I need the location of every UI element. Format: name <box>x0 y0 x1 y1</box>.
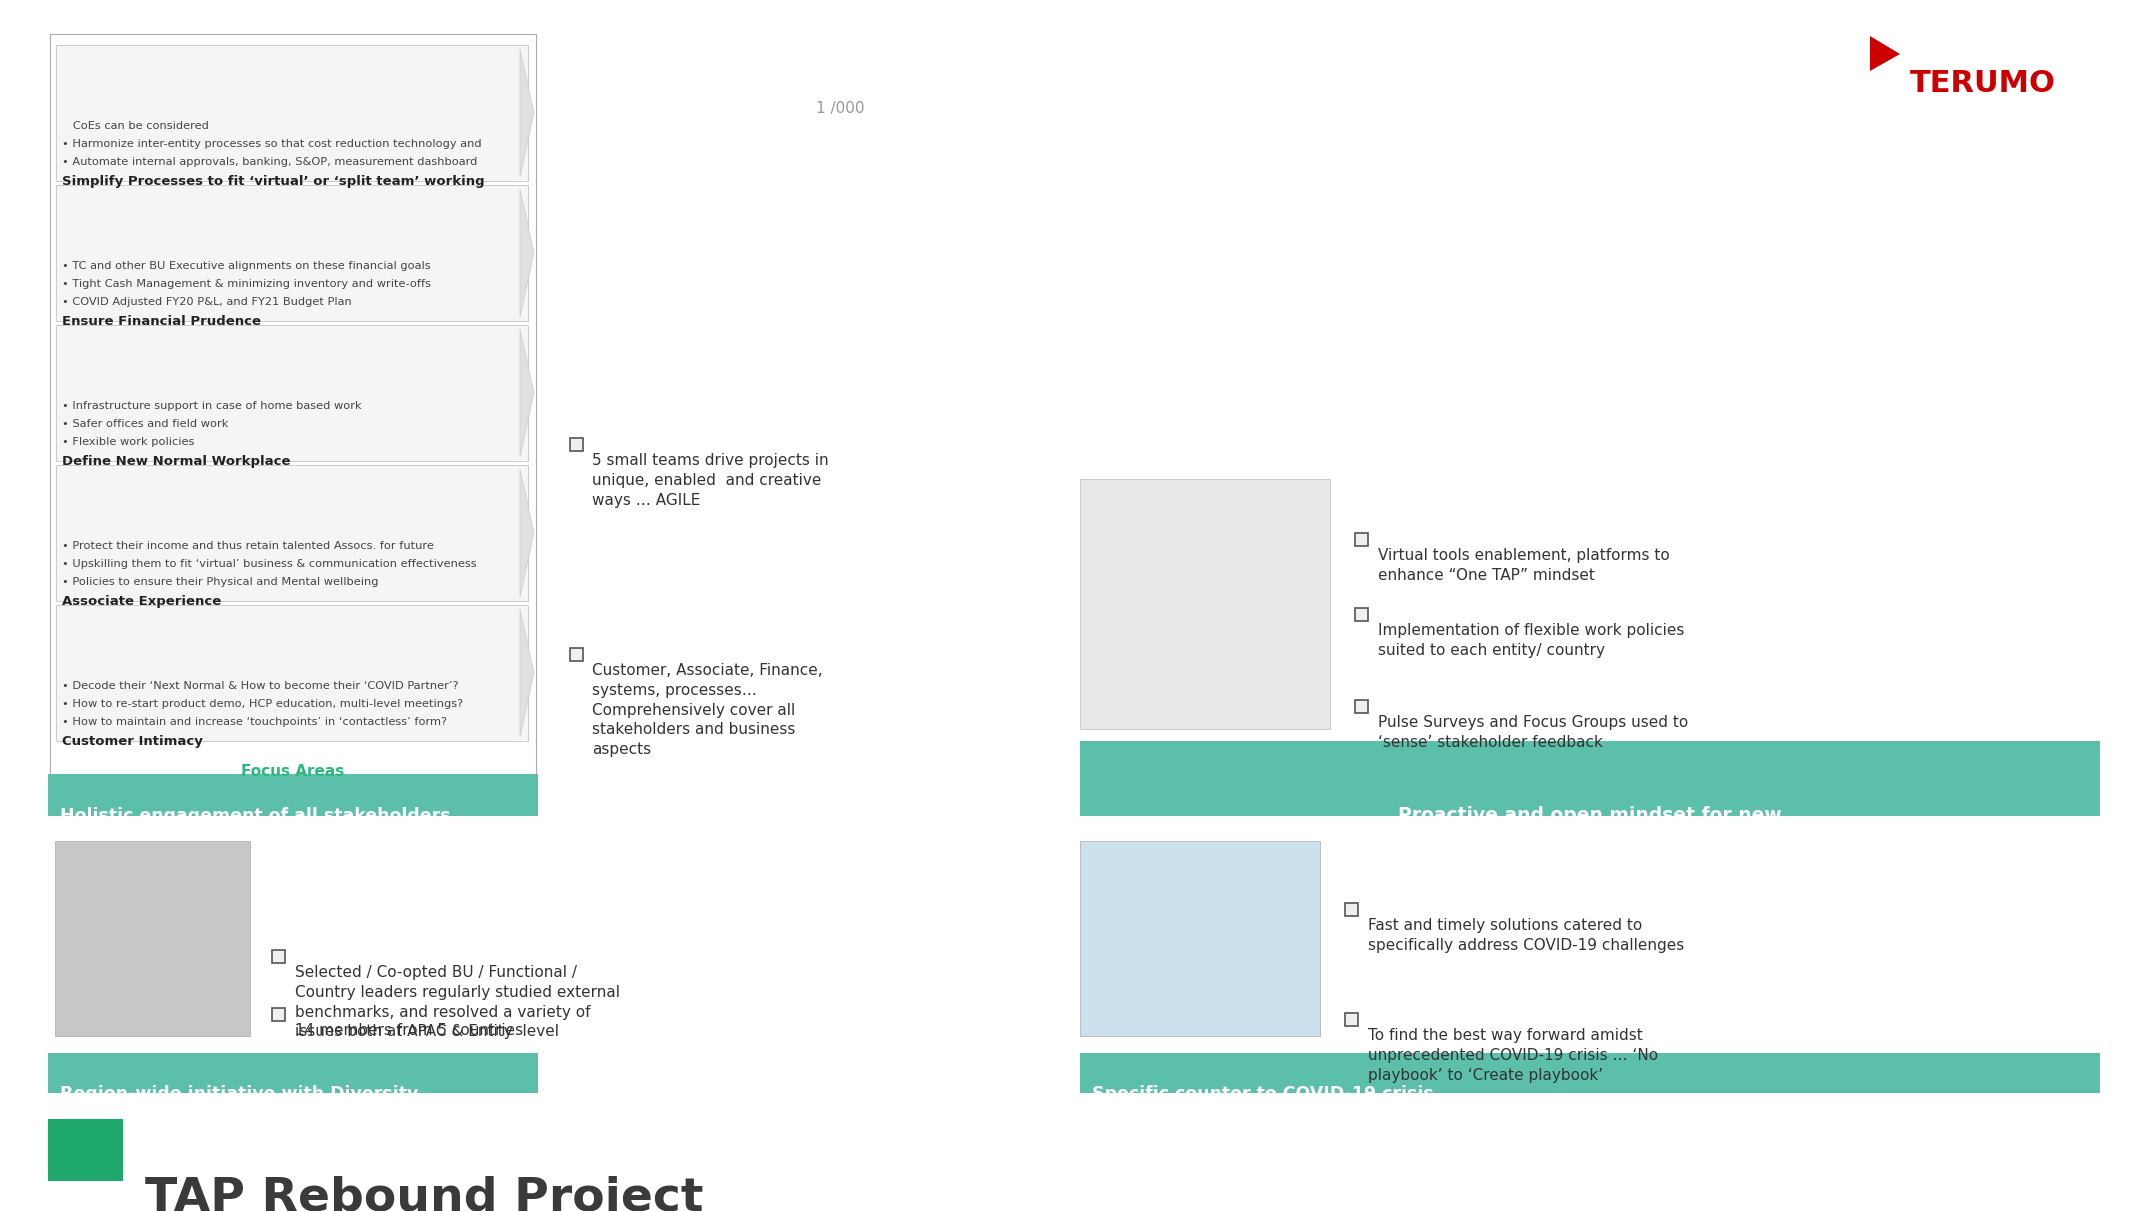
Text: • Harmonize inter-entity processes so that cost reduction technology and: • Harmonize inter-entity processes so th… <box>62 139 482 149</box>
Polygon shape <box>570 648 583 661</box>
Polygon shape <box>521 609 533 737</box>
Text: • Flexible work policies: • Flexible work policies <box>62 437 194 447</box>
Text: 5 small teams drive projects in
unique, enabled  and creative
ways … AGILE: 5 small teams drive projects in unique, … <box>592 453 828 507</box>
Text: • Tight Cash Management & minimizing inventory and write-offs: • Tight Cash Management & minimizing inv… <box>62 279 430 289</box>
Polygon shape <box>271 1008 284 1021</box>
Polygon shape <box>56 840 250 1035</box>
Text: TERUMO: TERUMO <box>1910 69 2056 98</box>
Text: Fast and timely solutions catered to
specifically address COVID-19 challenges: Fast and timely solutions catered to spe… <box>1368 918 1684 953</box>
Text: Customer Intimacy: Customer Intimacy <box>62 735 202 748</box>
Text: Virtual tools enablement, platforms to
enhance “One TAP” mindset: Virtual tools enablement, platforms to e… <box>1379 549 1669 582</box>
Text: Specific counter to COVID-19 crisis: Specific counter to COVID-19 crisis <box>1093 1085 1435 1103</box>
Polygon shape <box>47 1119 123 1181</box>
Text: Ensure Financial Prudence: Ensure Financial Prudence <box>62 315 260 328</box>
Polygon shape <box>1355 533 1368 546</box>
Polygon shape <box>56 45 527 180</box>
Polygon shape <box>56 465 527 601</box>
Polygon shape <box>1080 741 2099 816</box>
Text: CoEs can be considered: CoEs can be considered <box>62 121 209 131</box>
Polygon shape <box>521 189 533 317</box>
Text: Holistic engagement of all stakeholders: Holistic engagement of all stakeholders <box>60 807 450 825</box>
Polygon shape <box>1344 903 1357 916</box>
Polygon shape <box>1080 480 1329 729</box>
Text: Focus Areas: Focus Areas <box>241 764 344 779</box>
Text: TAP Rebound Project: TAP Rebound Project <box>144 1176 703 1211</box>
Polygon shape <box>570 438 583 450</box>
Text: • Safer offices and field work: • Safer offices and field work <box>62 419 228 429</box>
Text: • COVID Adjusted FY20 P&L, and FY21 Budget Plan: • COVID Adjusted FY20 P&L, and FY21 Budg… <box>62 297 353 308</box>
Text: Customer, Associate, Finance,
systems, processes…
Comprehensively cover all
stak: Customer, Associate, Finance, systems, p… <box>592 662 822 757</box>
Text: • Policies to ensure their Physical and Mental wellbeing: • Policies to ensure their Physical and … <box>62 576 379 587</box>
Text: Proactive and open mindset for new
workplace norms: Proactive and open mindset for new workp… <box>1398 807 1781 850</box>
Polygon shape <box>1355 700 1368 713</box>
Polygon shape <box>521 469 533 597</box>
Text: • Infrastructure support in case of home based work: • Infrastructure support in case of home… <box>62 401 361 411</box>
Text: Pulse Surveys and Focus Groups used to
‘sense’ stakeholder feedback: Pulse Surveys and Focus Groups used to ‘… <box>1379 714 1689 750</box>
Polygon shape <box>56 606 527 741</box>
Text: • How to re-start product demo, HCP education, multi-level meetings?: • How to re-start product demo, HCP educ… <box>62 699 462 708</box>
Text: 14 members from 5 countries: 14 members from 5 countries <box>295 1023 523 1038</box>
Polygon shape <box>521 48 533 177</box>
Text: 1 /000: 1 /000 <box>815 101 865 116</box>
Polygon shape <box>1344 1012 1357 1026</box>
Polygon shape <box>271 949 284 963</box>
Text: • Decode their ‘Next Normal & How to become their ‘COVID Partner’?: • Decode their ‘Next Normal & How to bec… <box>62 681 458 691</box>
Polygon shape <box>1080 840 1321 1035</box>
Polygon shape <box>49 34 536 774</box>
Polygon shape <box>521 329 533 457</box>
Text: Region-wide initiative with Diversity: Region-wide initiative with Diversity <box>60 1085 419 1103</box>
Text: • Protect their income and thus retain talented Assocs. for future: • Protect their income and thus retain t… <box>62 541 435 551</box>
Text: • Upskilling them to fit ‘virtual’ business & communication effectiveness: • Upskilling them to fit ‘virtual’ busin… <box>62 559 478 569</box>
Text: • How to maintain and increase ‘touchpoints’ in ‘contactless’ form?: • How to maintain and increase ‘touchpoi… <box>62 717 447 727</box>
Polygon shape <box>1869 36 1899 71</box>
Text: • TC and other BU Executive alignments on these financial goals: • TC and other BU Executive alignments o… <box>62 262 430 271</box>
Polygon shape <box>1355 608 1368 621</box>
Polygon shape <box>1080 1054 2099 1094</box>
Text: To find the best way forward amidst
unprecedented COVID-19 crisis … ‘No
playbook: To find the best way forward amidst unpr… <box>1368 1028 1658 1083</box>
Text: Simplify Processes to fit ‘virtual’ or ‘split team’ working: Simplify Processes to fit ‘virtual’ or ‘… <box>62 176 484 188</box>
Text: Associate Experience: Associate Experience <box>62 595 222 608</box>
Text: • Automate internal approvals, banking, S&OP, measurement dashboard: • Automate internal approvals, banking, … <box>62 157 478 167</box>
Polygon shape <box>47 1054 538 1094</box>
Text: Define New Normal Workplace: Define New Normal Workplace <box>62 455 290 467</box>
Text: Implementation of flexible work policies
suited to each entity/ country: Implementation of flexible work policies… <box>1379 622 1684 658</box>
Text: Selected / Co-opted BU / Functional /
Country leaders regularly studied external: Selected / Co-opted BU / Functional / Co… <box>295 965 619 1039</box>
Polygon shape <box>47 774 538 816</box>
Polygon shape <box>56 185 527 321</box>
Polygon shape <box>56 325 527 461</box>
